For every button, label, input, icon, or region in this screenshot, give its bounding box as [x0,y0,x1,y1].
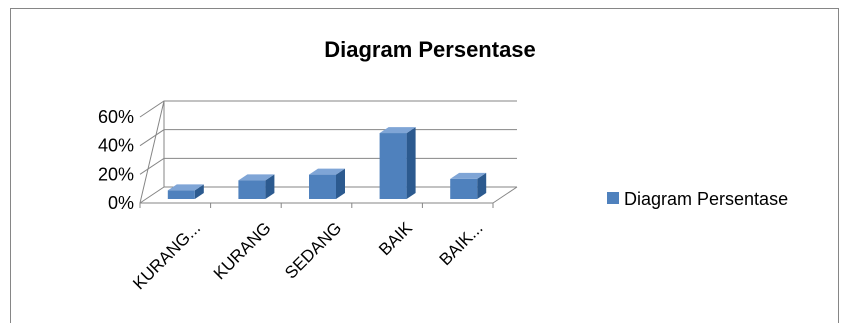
chart-title: Diagram Persentase [324,37,536,62]
bar-front [379,133,407,199]
bar-top [309,168,345,175]
bar [379,127,416,199]
bar [309,168,345,199]
bar-top [379,127,416,134]
bar-front [167,190,195,199]
bar-side [265,174,275,199]
y-tick-label: 40% [98,136,134,156]
bar-top [167,184,204,191]
gridline [139,100,517,118]
floor-side-edge [492,186,518,204]
y-tick-label: 0% [108,193,134,213]
legend-swatch [607,192,619,204]
bar-front [450,178,478,199]
bar [167,184,204,199]
bar-side [194,184,204,199]
bar-front [238,180,266,199]
y-tick-label: 20% [98,164,134,184]
legend: Diagram Persentase [607,189,788,209]
bar-top [238,174,275,181]
bar [450,172,487,199]
bar-front [309,174,336,199]
bar-side [406,127,416,199]
bar-side [477,172,487,199]
bar [238,174,275,199]
y-tick-label: 60% [98,107,134,127]
left-wall-edge [139,100,165,204]
bar-side [336,168,345,199]
legend-label: Diagram Persentase [624,189,788,209]
bar-top [450,172,487,179]
